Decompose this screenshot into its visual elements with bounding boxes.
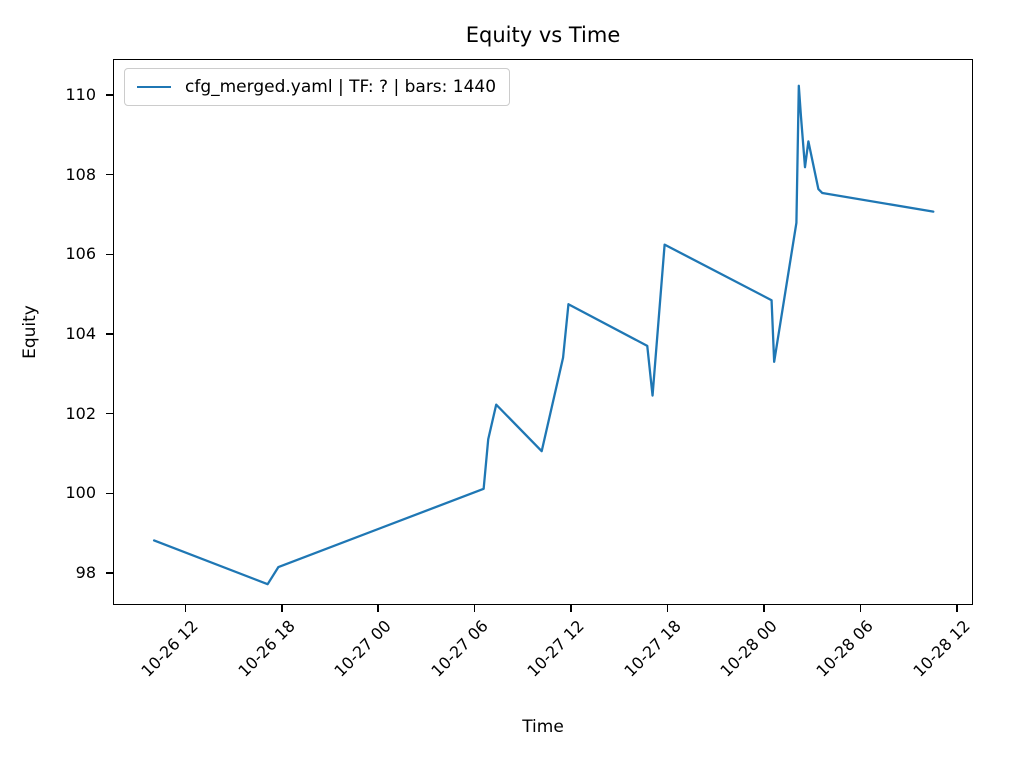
- y-tick: [106, 492, 113, 495]
- y-tick: [106, 253, 113, 256]
- x-tick-label: 10-28 06: [812, 616, 878, 681]
- y-tick-label: 110: [65, 84, 96, 104]
- y-tick: [106, 412, 113, 415]
- x-tick-label: 10-26 12: [137, 616, 203, 681]
- x-tick-label: 10-27 12: [523, 616, 588, 681]
- chart-title: Equity vs Time: [465, 23, 621, 47]
- x-tick-label: 10-28 00: [716, 616, 781, 681]
- y-tick: [106, 173, 113, 176]
- y-tick-label: 108: [65, 164, 96, 184]
- x-tick: [281, 605, 283, 612]
- y-axis-label: Equity: [20, 305, 40, 359]
- x-tick-label: 10-26 18: [234, 616, 299, 681]
- x-tick: [859, 605, 862, 612]
- plot-canvas: [152, 84, 935, 586]
- y-tick-label: 100: [65, 483, 96, 503]
- y-tick: [106, 94, 113, 96]
- x-tick: [666, 605, 669, 612]
- equity-line: [152, 84, 935, 586]
- x-tick-label: 10-27 00: [330, 616, 395, 681]
- x-tick-label: 10-27 18: [620, 616, 685, 681]
- y-tick: [106, 572, 113, 574]
- plot-area: cfg_merged.yaml | TF: ? | bars: 1440: [113, 59, 973, 605]
- y-tick-label: 102: [65, 403, 96, 423]
- y-tick: [106, 333, 113, 335]
- x-tick: [473, 605, 476, 612]
- legend-line-swatch: [137, 85, 171, 89]
- y-tick-label: 106: [65, 244, 96, 264]
- x-tick-label: 10-28 12: [909, 616, 974, 681]
- x-tick: [763, 605, 765, 612]
- y-tick-label: 104: [65, 323, 96, 343]
- x-tick: [956, 605, 958, 612]
- x-tick: [570, 605, 572, 612]
- legend-label: cfg_merged.yaml | TF: ? | bars: 1440: [185, 77, 497, 97]
- y-tick-label: 98: [75, 563, 96, 583]
- legend: cfg_merged.yaml | TF: ? | bars: 1440: [124, 68, 511, 106]
- x-axis-label: Time: [522, 717, 564, 737]
- x-tick: [377, 605, 379, 612]
- x-tick-label: 10-27 06: [427, 616, 492, 681]
- x-tick: [184, 605, 187, 612]
